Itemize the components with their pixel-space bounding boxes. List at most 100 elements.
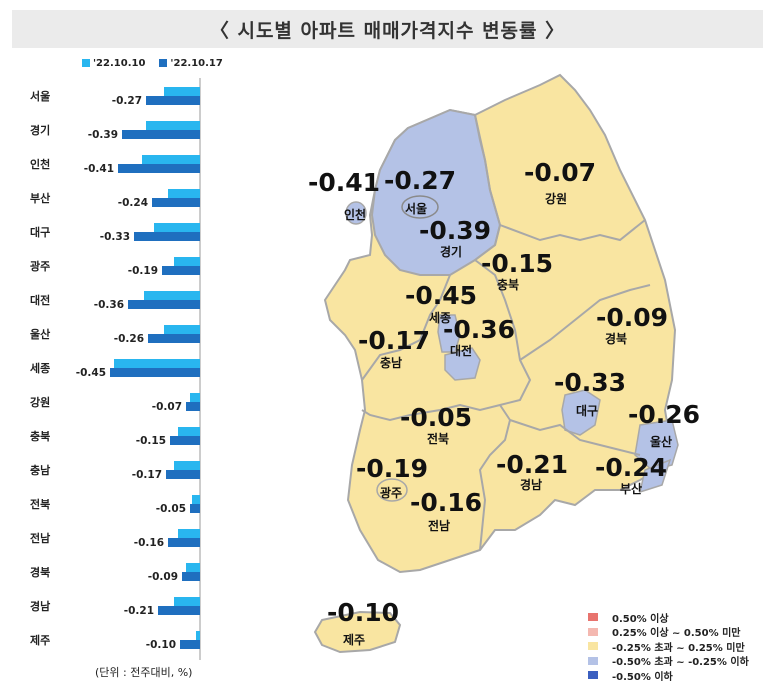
data-label: -0.45 [76, 367, 106, 379]
bar [154, 223, 200, 232]
bin-label: -0.25% 초과 ~ 0.25% 미만 [612, 642, 745, 654]
daegu-shape [561, 389, 601, 436]
category-label: 세종 [30, 361, 50, 375]
map-name-daejeon: 대전 [450, 344, 473, 358]
bar [168, 189, 200, 198]
map-name-sejong: 세종 [429, 311, 452, 325]
bar [174, 461, 200, 470]
map-name-gwangju: 광주 [380, 486, 403, 500]
bar [162, 266, 200, 275]
category-label: 충남 [30, 463, 50, 477]
bar [174, 257, 200, 266]
bar [168, 538, 200, 547]
bar [164, 325, 200, 334]
bar [134, 232, 200, 241]
map-name-chungnam: 충남 [380, 356, 403, 370]
bin-label: -0.50% 초과 ~ -0.25% 이하 [612, 657, 749, 669]
map-value-chungbuk: -0.15 [481, 249, 554, 278]
data-label: -0.17 [132, 469, 162, 481]
category-label: 대구 [30, 225, 50, 239]
bar [152, 198, 200, 207]
category-label: 충북 [30, 429, 50, 443]
busan-shape [638, 458, 672, 494]
bar [122, 130, 200, 139]
map-value-sejong: -0.45 [405, 281, 478, 310]
bar [190, 393, 200, 402]
korea-map [313, 73, 679, 654]
bar [118, 164, 200, 173]
bin-label: -0.50% 이하 [612, 671, 673, 683]
jeju-shape [313, 610, 402, 654]
map-value-gyeongnam: -0.21 [496, 450, 569, 479]
category-label: 강원 [30, 395, 50, 409]
map-value-jeonbuk: -0.05 [400, 403, 473, 432]
bar [144, 291, 200, 300]
gwangju-shape [376, 478, 408, 502]
map-value-gyeongbuk: -0.09 [596, 303, 669, 332]
legend-label-prev: '22.10.10 [93, 58, 146, 69]
category-label: 대전 [30, 293, 50, 307]
seoul-shape [401, 195, 439, 219]
category-label: 제주 [30, 633, 50, 647]
bin-swatch [588, 613, 598, 622]
unit-note: (단위 : 전주대비, %) [95, 666, 193, 679]
bin-legend-row: -0.50% 초과 ~ -0.25% 이하 [588, 654, 749, 669]
map-value-gangwon: -0.07 [524, 158, 597, 187]
map-name-gyeonggi: 경기 [440, 245, 463, 259]
category-label: 서울 [30, 89, 50, 103]
data-label: -0.24 [118, 197, 148, 209]
legend-swatch-curr [159, 59, 168, 67]
province-borders [361, 114, 651, 551]
data-label: -0.33 [100, 231, 130, 243]
series-legend: '22.10.10 '22.10.17 [82, 58, 223, 69]
map-value-chungnam: -0.17 [358, 326, 431, 355]
bar [180, 640, 200, 649]
map-name-jeonnam: 전남 [428, 519, 451, 533]
category-label: 전남 [30, 531, 50, 545]
bin-legend-row: 0.25% 이상 ~ 0.50% 미만 [588, 625, 749, 640]
data-label: -0.05 [156, 503, 186, 515]
bar [186, 402, 200, 411]
bar [178, 427, 200, 436]
bar [170, 436, 200, 445]
legend-swatch-prev [82, 59, 90, 67]
incheon-shape [345, 201, 367, 225]
bar [142, 155, 200, 164]
category-label: 전북 [30, 497, 50, 511]
bar [166, 470, 200, 479]
bar-chart: 서울 -0.27 경기 -0.39 인천 -0.41 부산 -0.24 대구 -0.33 광주 -0.… [30, 78, 201, 660]
map-value-daegu: -0.33 [554, 368, 627, 397]
map-value-gyeonggi: -0.39 [419, 216, 492, 245]
bin-swatch [588, 671, 598, 680]
data-label: -0.21 [124, 605, 154, 617]
map-name-seoul: 서울 [405, 202, 428, 216]
bar [164, 87, 200, 96]
map-name-jeju: 제주 [343, 633, 366, 647]
category-label: 광주 [30, 260, 50, 273]
bar [196, 631, 200, 640]
data-label: -0.41 [84, 163, 114, 175]
legend-label-curr: '22.10.17 [170, 58, 223, 69]
data-label: -0.19 [128, 265, 158, 277]
bin-label: 0.25% 이상 ~ 0.50% 미만 [612, 628, 741, 640]
map-name-jeonbuk: 전북 [427, 432, 450, 446]
bin-legend-row: 0.50% 이상 [588, 610, 749, 625]
category-label: 부산 [30, 191, 50, 205]
map-value-busan: -0.24 [595, 453, 668, 482]
map-value-gwangju: -0.19 [356, 454, 429, 483]
daejeon-shape [444, 347, 481, 381]
bin-legend-row: -0.25% 초과 ~ 0.25% 미만 [588, 639, 749, 654]
category-label: 경북 [30, 565, 50, 579]
data-label: -0.09 [148, 571, 178, 583]
bar [182, 572, 200, 581]
chart-title: 〈 시도별 아파트 매매가격지수 변동률 〉 [12, 10, 763, 48]
map-value-daejeon: -0.36 [443, 315, 516, 344]
category-label: 인천 [30, 157, 50, 171]
bar [146, 96, 200, 105]
data-label: -0.36 [94, 299, 124, 311]
map-name-busan: 부산 [620, 482, 643, 496]
bar [190, 504, 200, 513]
bin-swatch [588, 642, 598, 651]
data-label: -0.26 [114, 333, 144, 345]
map-value-incheon: -0.41 [308, 168, 381, 197]
